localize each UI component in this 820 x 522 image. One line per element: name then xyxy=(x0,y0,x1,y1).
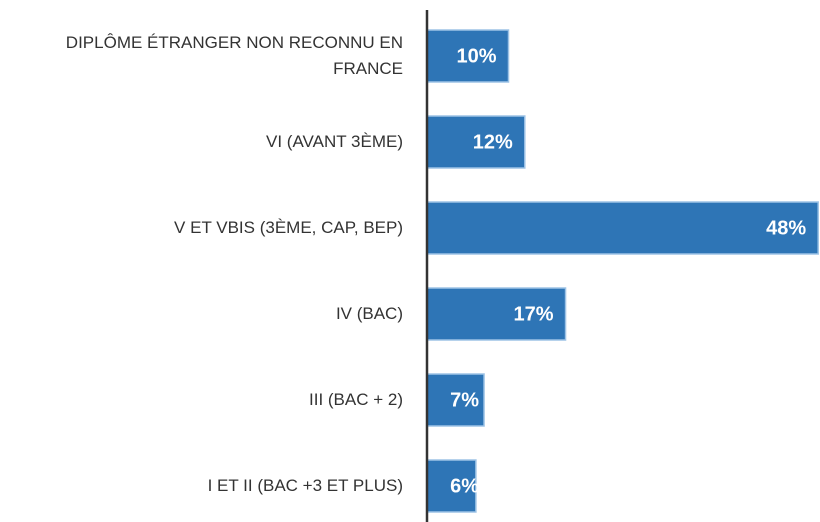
value-label: 48% xyxy=(766,217,806,239)
value-label: 6% xyxy=(450,475,479,497)
bar xyxy=(426,29,510,83)
bar xyxy=(426,287,567,341)
category-label: IV (BAC) xyxy=(335,304,403,323)
value-label: 7% xyxy=(450,389,479,411)
bar xyxy=(426,459,477,513)
category-label: VI (AVANT 3ÈME) xyxy=(266,132,403,151)
category-label: V ET VBIS (3ÈME, CAP, BEP) xyxy=(174,218,403,237)
value-label: 17% xyxy=(514,303,554,325)
category-label: I ET II (BAC +3 ET PLUS) xyxy=(207,476,403,495)
bar xyxy=(426,373,485,427)
value-label: 12% xyxy=(473,131,513,153)
category-label: III (BAC + 2) xyxy=(309,390,403,409)
category-label: DIPLÔME ÉTRANGER NON RECONNU EN FRANCE xyxy=(65,33,403,78)
bar xyxy=(426,115,526,169)
bar xyxy=(426,201,819,255)
value-label: 10% xyxy=(456,45,496,67)
